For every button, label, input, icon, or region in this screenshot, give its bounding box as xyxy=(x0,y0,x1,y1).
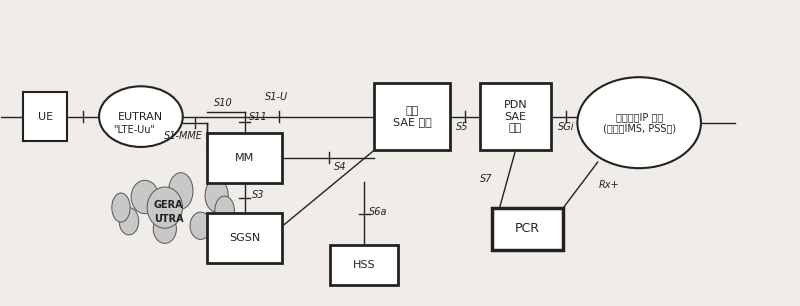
Ellipse shape xyxy=(205,179,228,212)
Text: S1-MME: S1-MME xyxy=(164,131,202,141)
FancyBboxPatch shape xyxy=(374,83,450,150)
Text: S11: S11 xyxy=(249,112,267,121)
FancyBboxPatch shape xyxy=(330,245,398,285)
Text: S1-U: S1-U xyxy=(265,92,288,102)
Ellipse shape xyxy=(99,86,182,147)
Text: S4: S4 xyxy=(334,162,346,172)
Text: MM: MM xyxy=(235,153,254,162)
Text: UE: UE xyxy=(38,112,53,121)
Text: S5: S5 xyxy=(456,122,469,132)
Ellipse shape xyxy=(169,173,193,209)
FancyBboxPatch shape xyxy=(480,83,551,150)
Text: 服务
SAE 网关: 服务 SAE 网关 xyxy=(393,106,431,127)
Ellipse shape xyxy=(131,180,158,214)
Text: SGSN: SGSN xyxy=(229,233,260,243)
Text: PCR: PCR xyxy=(515,222,540,235)
Text: Rx+: Rx+ xyxy=(598,180,619,190)
FancyBboxPatch shape xyxy=(206,132,282,183)
Text: SGi: SGi xyxy=(558,122,574,132)
Text: S6a: S6a xyxy=(370,207,388,217)
FancyBboxPatch shape xyxy=(492,207,563,250)
Ellipse shape xyxy=(190,212,211,239)
FancyBboxPatch shape xyxy=(23,92,67,141)
Ellipse shape xyxy=(215,196,234,225)
Text: S7: S7 xyxy=(480,174,492,184)
Ellipse shape xyxy=(112,193,130,222)
FancyBboxPatch shape xyxy=(206,213,282,263)
Text: S10: S10 xyxy=(214,98,232,108)
Text: S3: S3 xyxy=(252,190,264,200)
Text: GERA: GERA xyxy=(154,200,184,210)
Text: PDN
SAE
网关: PDN SAE 网关 xyxy=(504,100,527,133)
Text: UTRA: UTRA xyxy=(154,214,184,224)
Ellipse shape xyxy=(154,214,177,243)
Ellipse shape xyxy=(578,77,701,168)
Ellipse shape xyxy=(147,187,182,228)
Text: 操作者的IP 业务
(例如，IMS, PSS等): 操作者的IP 业务 (例如，IMS, PSS等) xyxy=(602,112,676,133)
Text: EUTRAN: EUTRAN xyxy=(118,112,163,121)
Text: "LTE-Uu": "LTE-Uu" xyxy=(114,125,155,135)
Text: HSS: HSS xyxy=(353,260,375,270)
Ellipse shape xyxy=(119,207,138,235)
